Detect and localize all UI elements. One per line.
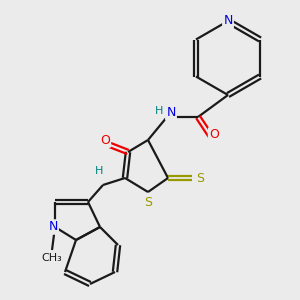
Text: H: H	[95, 166, 103, 176]
Text: CH₃: CH₃	[42, 253, 62, 263]
Text: N: N	[223, 14, 233, 28]
Text: H: H	[155, 106, 163, 116]
Text: S: S	[144, 196, 152, 208]
Text: N: N	[166, 106, 176, 119]
Text: O: O	[209, 128, 219, 142]
Text: S: S	[196, 172, 204, 184]
Text: N: N	[48, 220, 58, 233]
Text: O: O	[100, 134, 110, 146]
